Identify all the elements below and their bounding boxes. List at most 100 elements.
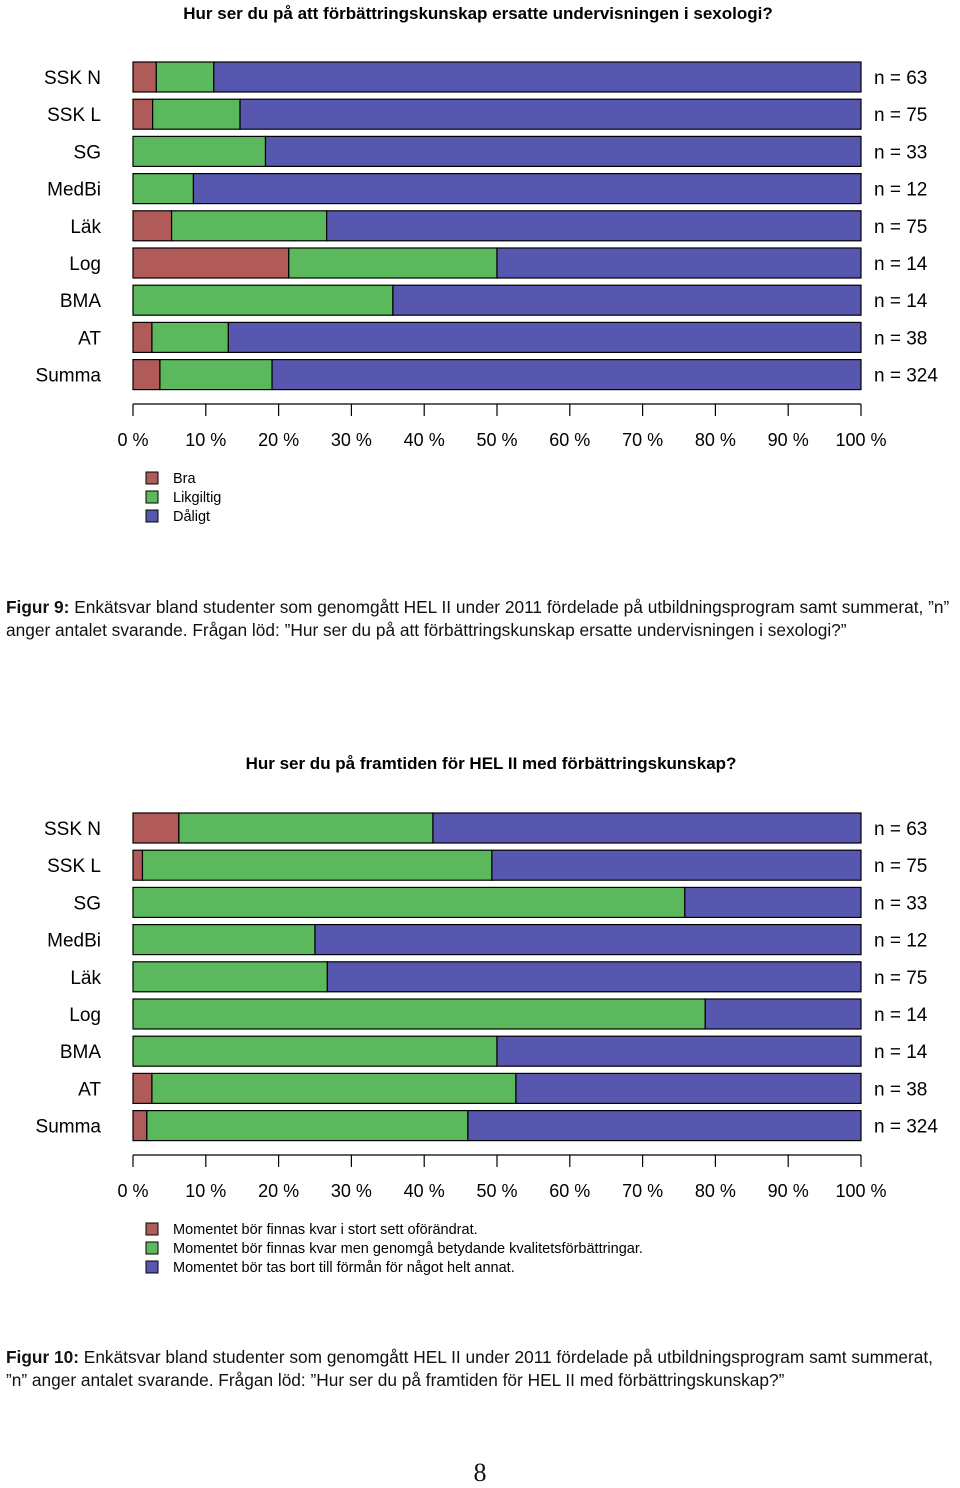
bar-segment xyxy=(271,359,862,391)
legend-label: Momentet bör finnas kvar i stort sett of… xyxy=(173,1222,478,1238)
figure-10-caption: Figur 10: Enkätsvar bland studenter som … xyxy=(6,1346,958,1392)
bar-segment xyxy=(132,321,153,353)
n-label: n = 75 xyxy=(874,856,927,877)
x-tick-label: 80 % xyxy=(695,430,736,450)
category-label: MedBi xyxy=(47,931,101,952)
n-label: n = 33 xyxy=(874,142,927,163)
n-label: n = 324 xyxy=(874,366,938,387)
bar-segment xyxy=(496,247,862,279)
n-label: n = 75 xyxy=(874,217,927,238)
bar-segment xyxy=(227,321,862,353)
bar-segment xyxy=(155,61,215,93)
category-label: Summa xyxy=(36,366,102,387)
bar-segment xyxy=(151,321,229,353)
figure-9-text: Enkätsvar bland studenter som genomgått … xyxy=(6,597,950,640)
category-label: Läk xyxy=(70,968,101,989)
n-label: n = 14 xyxy=(874,1042,928,1063)
x-tick-label: 100 % xyxy=(835,1181,886,1201)
bar-segment xyxy=(170,210,328,242)
chart-title: Hur ser du på framtiden för HEL II med f… xyxy=(246,754,737,773)
n-label: n = 324 xyxy=(874,1117,938,1138)
category-label: BMA xyxy=(60,291,102,312)
n-label: n = 38 xyxy=(874,328,927,349)
bar-segment xyxy=(132,284,394,316)
bar-segment xyxy=(159,359,273,391)
bar-segment xyxy=(132,135,267,167)
n-label: n = 14 xyxy=(874,1005,928,1026)
category-label: Läk xyxy=(70,217,101,238)
bar-segment xyxy=(132,924,316,956)
legend-label: Likgiltig xyxy=(173,490,221,506)
n-label: n = 38 xyxy=(874,1079,927,1100)
bar-segment xyxy=(264,135,862,167)
bar-segment xyxy=(132,886,686,918)
bar-segment xyxy=(132,61,157,93)
bar-segment xyxy=(146,1110,469,1142)
bar-segment xyxy=(132,98,154,130)
category-label: SG xyxy=(74,893,101,914)
bar-segment xyxy=(132,849,144,881)
figure-9-caption: Figur 9: Enkätsvar bland studenter som g… xyxy=(6,596,958,642)
bar-segment xyxy=(132,812,180,844)
bar-segment xyxy=(239,98,862,130)
legend-label: Momentet bör tas bort till förmån för nå… xyxy=(173,1260,515,1276)
x-tick-label: 40 % xyxy=(404,1181,445,1201)
bar-segment xyxy=(132,247,290,279)
x-tick-label: 40 % xyxy=(404,430,445,450)
category-label: Log xyxy=(69,1005,101,1026)
x-tick-label: 90 % xyxy=(768,1181,809,1201)
x-tick-label: 80 % xyxy=(695,1181,736,1201)
bar-segment xyxy=(515,1072,862,1104)
category-label: AT xyxy=(78,1079,101,1100)
x-tick-label: 70 % xyxy=(622,1181,663,1201)
bar-segment xyxy=(132,1035,498,1067)
x-tick-label: 90 % xyxy=(768,430,809,450)
bar-segment xyxy=(132,961,328,993)
bar-segment xyxy=(213,61,862,93)
bar-segment xyxy=(132,998,706,1030)
chart-title: Hur ser du på att förbättringskunskap er… xyxy=(183,4,772,23)
x-tick-label: 50 % xyxy=(476,430,517,450)
legend-swatch xyxy=(145,509,159,523)
page-number: 8 xyxy=(473,1458,487,1487)
bar-segment xyxy=(704,998,862,1030)
bar-segment xyxy=(314,924,862,956)
bar-segment xyxy=(467,1110,862,1142)
category-label: MedBi xyxy=(47,180,101,201)
category-label: Log xyxy=(69,254,101,275)
n-label: n = 75 xyxy=(874,968,927,989)
n-label: n = 14 xyxy=(874,291,928,312)
x-tick-label: 70 % xyxy=(622,430,663,450)
bar-segment xyxy=(684,886,862,918)
bar-segment xyxy=(326,210,862,242)
category-label: SSK L xyxy=(47,856,101,877)
bar-segment xyxy=(141,849,493,881)
category-label: AT xyxy=(78,328,101,349)
bar-segment xyxy=(192,173,862,205)
x-tick-label: 20 % xyxy=(258,1181,299,1201)
n-label: n = 12 xyxy=(874,931,927,952)
bar-segment xyxy=(132,359,161,391)
bar-segment xyxy=(491,849,862,881)
x-tick-label: 30 % xyxy=(331,430,372,450)
legend-swatch xyxy=(145,1222,159,1236)
x-tick-label: 100 % xyxy=(835,430,886,450)
n-label: n = 14 xyxy=(874,254,928,275)
figure-10-label: Figur 10: xyxy=(6,1347,79,1367)
x-tick-label: 60 % xyxy=(549,1181,590,1201)
legend-swatch xyxy=(145,1260,159,1274)
bar-segment xyxy=(132,210,173,242)
bar-segment xyxy=(132,1110,148,1142)
legend-swatch xyxy=(145,490,159,504)
bar-segment xyxy=(392,284,862,316)
x-tick-label: 50 % xyxy=(476,1181,517,1201)
legend-swatch xyxy=(145,471,159,485)
legend-label: Dåligt xyxy=(173,509,210,525)
category-label: SSK N xyxy=(44,68,101,89)
x-tick-label: 60 % xyxy=(549,430,590,450)
bar-segment xyxy=(152,98,241,130)
category-label: Summa xyxy=(36,1117,102,1138)
bar-segment xyxy=(432,812,862,844)
legend-label: Bra xyxy=(173,471,197,487)
legend-label: Momentet bör finnas kvar men genomgå bet… xyxy=(173,1241,643,1257)
